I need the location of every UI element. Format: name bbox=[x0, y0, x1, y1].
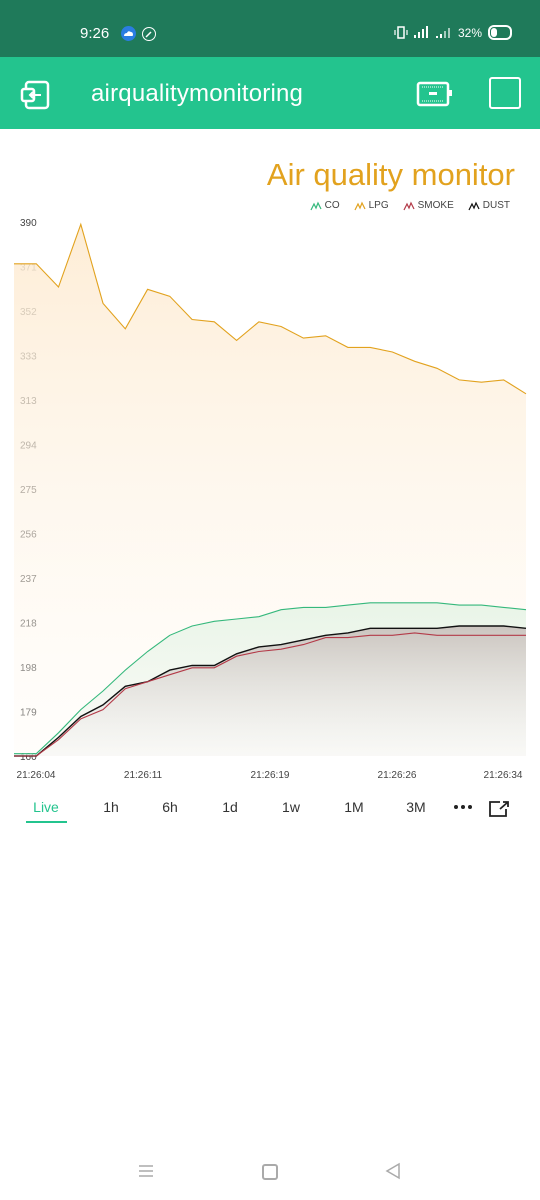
series-group bbox=[14, 222, 527, 757]
menu-lines-icon[interactable] bbox=[138, 1164, 154, 1178]
series-area-dust bbox=[14, 626, 526, 756]
vibrate-icon bbox=[394, 26, 408, 39]
legend-smoke-icon bbox=[403, 201, 415, 210]
status-time: 9:26 bbox=[80, 25, 110, 42]
air-quality-chart[interactable]: 390371352333313294275256237218198179160 … bbox=[0, 210, 540, 790]
status-bar: 9:26 32% bbox=[0, 0, 540, 57]
legend-item-co[interactable]: CO bbox=[310, 200, 340, 211]
tab-1h[interactable]: 1h bbox=[103, 799, 119, 815]
legend-label-co: CO bbox=[324, 200, 340, 211]
tab-1w[interactable]: 1w bbox=[282, 799, 300, 815]
expand-icon[interactable] bbox=[488, 800, 510, 818]
legend-dust-icon bbox=[468, 201, 480, 210]
square-icon[interactable] bbox=[489, 77, 521, 109]
legend-item-lpg[interactable]: LPG bbox=[354, 200, 389, 211]
tab-live[interactable]: Live bbox=[33, 799, 59, 815]
tab-1m[interactable]: 1M bbox=[344, 799, 364, 815]
status-icons-left bbox=[121, 26, 156, 41]
battery-icon bbox=[488, 25, 512, 40]
more-dots-icon[interactable] bbox=[454, 805, 472, 809]
legend-label-lpg: LPG bbox=[368, 200, 389, 211]
series-line-co[interactable] bbox=[14, 602, 527, 755]
series-line-smoke[interactable] bbox=[14, 632, 526, 757]
legend-item-smoke[interactable]: SMOKE bbox=[403, 200, 454, 211]
tab-6h[interactable]: 6h bbox=[162, 799, 178, 815]
back-triangle-icon[interactable] bbox=[384, 1162, 402, 1180]
cloud-icon bbox=[121, 26, 136, 41]
system-nav-bar bbox=[0, 1150, 540, 1200]
legend-item-dust[interactable]: DUST bbox=[468, 200, 510, 211]
sync-icon bbox=[142, 26, 156, 41]
chart-title: Air quality monitor bbox=[266, 157, 515, 192]
back-exit-icon[interactable] bbox=[20, 78, 54, 112]
x-tick-label: 21:26:19 bbox=[251, 770, 290, 781]
legend-label-smoke: SMOKE bbox=[417, 200, 454, 211]
battery-percent: 32% bbox=[457, 25, 482, 40]
x-tick-label: 21:26:34 bbox=[484, 770, 523, 781]
x-tick-label: 21:26:26 bbox=[378, 770, 417, 781]
y-tick-label: 160 bbox=[20, 752, 37, 763]
legend-label-dust: DUST bbox=[482, 200, 510, 211]
app-header: airqualitymonitoring bbox=[0, 57, 540, 129]
tab-1d[interactable]: 1d bbox=[222, 799, 238, 815]
x-axis: 21:26:04 21:26:11 21:26:19 21:26:26 21:26:34 bbox=[17, 770, 523, 781]
y-tick-label: 390 bbox=[20, 218, 37, 229]
legend-co-icon bbox=[310, 201, 322, 210]
active-tab-underline bbox=[26, 821, 67, 823]
app-title: airqualitymonitoring bbox=[91, 80, 304, 107]
legend-lpg-icon bbox=[354, 201, 366, 210]
series-line-dust[interactable] bbox=[14, 625, 527, 757]
time-range-tabs: Live 1h 6h 1d 1w 1M 3M bbox=[0, 797, 540, 827]
x-tick-label: 21:26:11 bbox=[124, 770, 163, 781]
series-line-lpg[interactable] bbox=[14, 222, 527, 395]
x-tick-label: 21:26:04 bbox=[17, 770, 56, 781]
tab-3m[interactable]: 3M bbox=[406, 799, 426, 815]
home-square-icon[interactable] bbox=[262, 1164, 278, 1180]
status-icons-right: 32% bbox=[394, 25, 512, 40]
chart-legend: CO LPG SMOKE DUST bbox=[310, 200, 510, 211]
signal-icon bbox=[413, 26, 450, 38]
device-icon[interactable] bbox=[416, 79, 454, 109]
